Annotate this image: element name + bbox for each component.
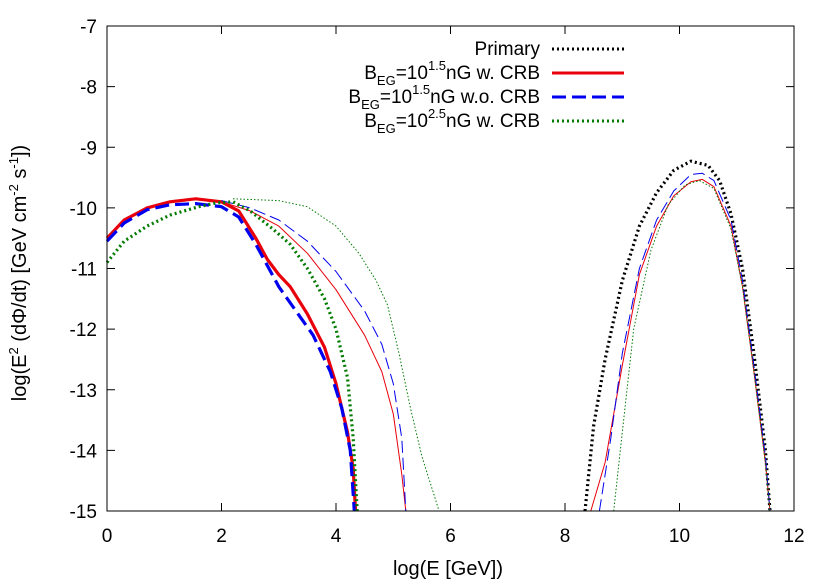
x-tick-label: 4 <box>331 526 342 547</box>
series-line-1-segment-1 <box>221 201 407 512</box>
legend-label-2: BEG=101.5nG w.o. CRB <box>348 82 540 112</box>
ticks-layer: 0 2 4 6 8 10 12 -15 -14 -13 -12 -11 -10 -9 -8 -7 <box>70 17 805 547</box>
series-line-3-segment-0 <box>105 200 359 512</box>
legend-label-1: BEG=101.5nG w. CRB <box>364 58 540 88</box>
series-line-1-segment-0 <box>105 197 358 512</box>
y-tick-label: -7 <box>80 17 97 38</box>
y-tick-label: -10 <box>70 199 97 220</box>
series-line-2-segment-1 <box>221 200 407 512</box>
legend-label-3: BEG=102.5nG w. CRB <box>364 106 540 136</box>
series-line-3-segment-1 <box>232 198 440 512</box>
series-line-2-segment-0 <box>105 202 356 512</box>
x-tick-label: 2 <box>216 526 227 547</box>
x-tick-label: 8 <box>560 526 571 547</box>
series-line-1-segment-2 <box>590 178 771 512</box>
x-tick-label: 10 <box>669 526 690 547</box>
y-tick-label: -12 <box>70 320 97 341</box>
series-line-2-segment-2 <box>598 172 771 512</box>
y-tick-label: -11 <box>71 260 97 281</box>
x-tick-label: 6 <box>445 526 456 547</box>
x-tick-label: 0 <box>102 526 113 547</box>
series-line-0-segment-0 <box>583 159 772 512</box>
x-tick-label: 12 <box>783 526 804 547</box>
y-tick-label: -15 <box>70 502 97 523</box>
y-tick-label: -8 <box>80 78 97 99</box>
y-tick-label: -14 <box>70 441 98 462</box>
y-tick-label: -9 <box>80 138 97 159</box>
y-axis-label: log(E2 (dΦ/dt) [GeV cm-2 s-1]) <box>6 145 31 401</box>
x-axis-label: log(E [GeV]) <box>393 558 503 580</box>
y-tick-label: -13 <box>70 381 97 402</box>
legend-label-0: Primary <box>475 39 541 60</box>
series-line-3-segment-2 <box>613 180 771 512</box>
series-layer <box>105 159 772 512</box>
